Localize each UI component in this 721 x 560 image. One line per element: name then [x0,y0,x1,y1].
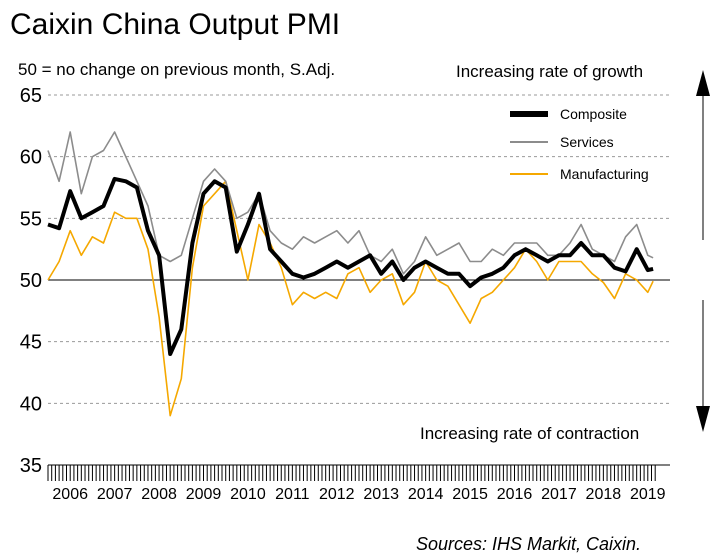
legend-label: Services [560,134,614,150]
series-line-composite [47,176,654,356]
x-tick-label: 2011 [275,486,310,503]
series-lines [47,131,654,417]
down-arrow-head [696,406,710,432]
x-tick-label: 2014 [408,486,444,503]
x-tick-label: 2015 [452,486,488,503]
x-tick-label: 2007 [97,486,133,503]
chart-title: Caixin China Output PMI [10,8,341,41]
y-tick-label: 45 [20,332,42,354]
y-tick-label: 35 [20,455,42,477]
legend-label: Manufacturing [560,166,649,182]
legend-label: Composite [560,106,627,122]
up-arrow-head [696,70,710,96]
x-axis: 2006 2007 2008 2009 2010 2011 2012 2013 2014 2015… [47,464,670,503]
growth-annotation: Increasing rate of growth [456,62,644,81]
y-tick-label: 40 [20,393,42,415]
chart-subtitle: 50 = no change on previous month, S.Adj. [18,60,336,79]
contraction-annotation: Increasing rate of contraction [420,424,640,443]
gridlines [48,94,670,404]
x-tick-label: 2016 [497,486,533,503]
x-tick-label: 2009 [186,486,222,503]
y-tick-label: 50 [20,270,42,292]
x-tick-label: 2012 [319,486,355,503]
x-tick-label: 2018 [586,486,622,503]
x-tick-label: 2010 [230,486,266,503]
y-axis-ticks: 35 40 45 50 55 60 65 [20,85,42,477]
x-tick-label: 2017 [541,486,577,503]
x-tick-label: 2008 [141,486,177,503]
source-note: Sources: IHS Markit, Caixin. [416,534,642,554]
y-tick-label: 60 [20,147,42,169]
series-line-services [47,131,654,275]
legend: Composite Services Manufacturing [510,106,649,182]
x-tick-label: 2006 [52,486,88,503]
x-tick-label: 2013 [363,486,399,503]
y-tick-label: 55 [20,208,42,230]
direction-arrows [696,70,710,432]
y-tick-label: 65 [20,85,42,107]
x-tick-label: 2019 [630,486,666,503]
series-line-manufacturing [47,180,654,417]
